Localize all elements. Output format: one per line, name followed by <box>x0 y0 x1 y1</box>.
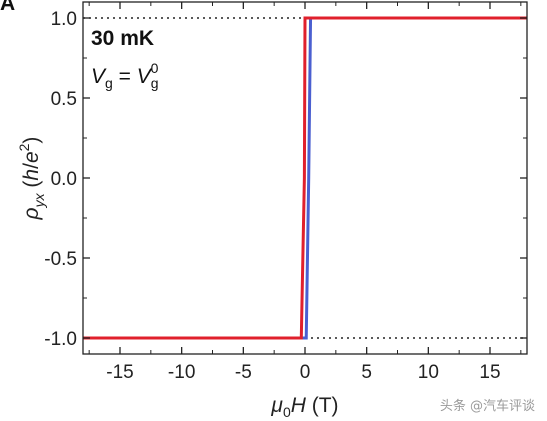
y-tick-label: 0.0 <box>51 169 77 190</box>
data-series <box>83 16 527 340</box>
gate-rhs-subscript: g <box>151 75 159 91</box>
gate-voltage-annotation: Vg = Vg0 <box>91 60 159 91</box>
y-label-unit-close: ) <box>20 137 43 144</box>
y-label-unit-open: ( <box>20 181 43 194</box>
y-axis-ticks: -1.0 -0.5 0.0 0.5 1.0 <box>44 9 527 350</box>
gate-lhs-symbol: V <box>91 65 107 88</box>
gate-rhs-superscript: 0 <box>151 60 159 76</box>
x-tick-label: 5 <box>361 362 372 383</box>
x-tick-label: 10 <box>418 362 439 383</box>
y-label-superscript: 2 <box>16 143 32 151</box>
watermark-text: 头条 @汽车评谈 <box>440 398 535 414</box>
temperature-annotation: 30 mK <box>91 27 154 50</box>
gate-rhs-symbol: V <box>137 65 153 88</box>
y-tick-label: -0.5 <box>44 249 77 270</box>
y-label-subscript: yx <box>31 192 47 208</box>
series-line-1 <box>83 16 527 340</box>
x-tick-label: -10 <box>168 362 195 383</box>
y-tick-label: -1.0 <box>44 329 77 350</box>
x-label-unit: (T) <box>306 394 339 417</box>
x-tick-label: 0 <box>300 362 311 383</box>
y-label-slash: / <box>20 163 43 169</box>
y-label-denominator: e <box>20 151 43 163</box>
panel-label: A <box>0 0 15 15</box>
x-axis-ticks: -15 -10 -5 0 5 10 15 <box>88 2 522 383</box>
x-label-subscript: 0 <box>283 404 291 420</box>
y-axis-label: ρyx (h/e2) <box>16 137 47 221</box>
y-label-numerator: h <box>20 169 43 181</box>
x-label-symbol: μ <box>270 394 283 417</box>
y-tick-label: 1.0 <box>51 9 77 30</box>
y-label-symbol: ρ <box>20 207 43 220</box>
gate-lhs-subscript: g <box>105 75 113 91</box>
gate-equals: = <box>113 65 137 88</box>
x-tick-label: 15 <box>479 362 500 383</box>
x-tick-label: -5 <box>235 362 252 383</box>
x-axis-label: μ0H (T) <box>270 394 338 420</box>
x-label-variable: H <box>291 394 307 417</box>
x-tick-label: -15 <box>106 362 133 383</box>
y-tick-label: 0.5 <box>51 89 77 110</box>
